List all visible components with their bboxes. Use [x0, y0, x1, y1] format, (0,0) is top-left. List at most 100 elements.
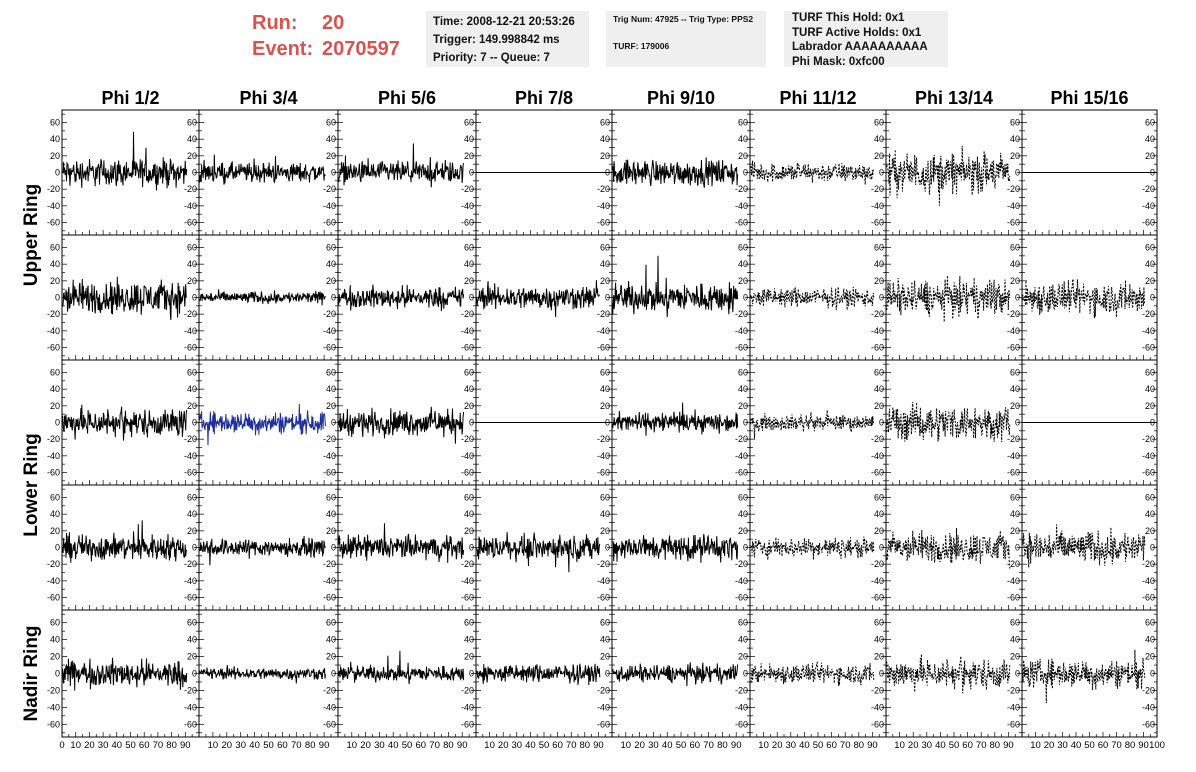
y-tick-label: -60	[184, 343, 197, 353]
column-title: Phi 11/12	[779, 88, 856, 108]
y-tick-label: 20	[738, 276, 748, 286]
y-tick-label: 0	[192, 168, 197, 178]
y-tick-label: 0	[743, 168, 748, 178]
y-tick-label: 60	[50, 618, 60, 628]
y-tick-label: 0	[879, 168, 884, 178]
waveform-trace	[199, 535, 326, 566]
y-tick-label: -40	[597, 326, 610, 336]
y-tick-label: -20	[1142, 685, 1155, 695]
y-tick-label: 60	[738, 368, 748, 378]
y-tick-label: -20	[597, 434, 610, 444]
x-tick-label: 80	[717, 740, 728, 751]
y-tick-label: 40	[738, 134, 748, 144]
y-tick-label: 0	[879, 293, 884, 303]
y-tick-label: 0	[55, 543, 60, 553]
x-tick-label: 40	[799, 740, 810, 751]
y-tick-label: 60	[187, 118, 197, 128]
y-tick-label: 0	[469, 543, 474, 553]
event-row: Event: 2070597	[252, 36, 400, 62]
y-tick-label: -60	[184, 468, 197, 478]
x-tick-label: 10	[70, 740, 81, 751]
x-tick-label: 80	[1125, 740, 1136, 751]
y-tick-label: -40	[597, 702, 610, 712]
y-tick-label: 0	[192, 543, 197, 553]
y-tick-label: -40	[47, 326, 60, 336]
y-tick-label: 60	[187, 243, 197, 253]
y-tick-label: 60	[738, 243, 748, 253]
y-tick-label: 60	[464, 243, 474, 253]
y-tick-label: -20	[871, 559, 884, 569]
y-tick-label: 20	[600, 151, 610, 161]
y-tick-label: 60	[874, 243, 884, 253]
x-tick-label: 30	[786, 740, 797, 751]
y-tick-label: -60	[735, 593, 748, 603]
waveform-trace	[886, 401, 1011, 443]
y-tick-label: 20	[874, 526, 884, 536]
y-tick-label: 20	[187, 526, 197, 536]
run-label: Run:	[252, 12, 298, 34]
y-tick-label: 0	[743, 669, 748, 679]
column-title: Phi 9/10	[647, 88, 715, 108]
y-tick-label: 0	[1015, 293, 1020, 303]
waveform-trace	[338, 284, 465, 312]
y-tick-label: 0	[55, 669, 60, 679]
y-tick-label: -20	[735, 685, 748, 695]
x-tick-label: 40	[525, 740, 536, 751]
y-tick-label: 20	[738, 526, 748, 536]
y-tick-label: -40	[871, 326, 884, 336]
y-tick-label: -20	[184, 434, 197, 444]
x-tick-label: 70	[291, 740, 302, 751]
y-tick-label: 40	[600, 259, 610, 269]
turf-hold-text: TURF This Hold: 0x1	[792, 12, 905, 24]
y-tick-label: -60	[597, 593, 610, 603]
x-tick-label: 10	[758, 740, 769, 751]
column-title: Phi 1/2	[101, 88, 159, 108]
x-tick-label: 30	[922, 740, 933, 751]
x-tick-label: 90	[1003, 740, 1014, 751]
y-tick-label: 40	[50, 509, 60, 519]
run-value: 20	[322, 12, 345, 34]
y-tick-label: 40	[50, 635, 60, 645]
y-tick-label: 60	[1010, 618, 1020, 628]
waveform-trace	[750, 536, 875, 560]
waveform-trace	[338, 523, 465, 563]
y-tick-label: 40	[1145, 134, 1155, 144]
y-tick-label: 0	[743, 293, 748, 303]
y-tick-label: -20	[871, 434, 884, 444]
y-tick-label: -60	[1007, 468, 1020, 478]
y-tick-label: 40	[1145, 259, 1155, 269]
y-tick-label: 20	[874, 652, 884, 662]
y-tick-label: 40	[464, 635, 474, 645]
trig-num-text: Trig Num: 47925 -- Trig Type: PPS2	[613, 14, 754, 24]
y-tick-label: -60	[184, 218, 197, 228]
x-tick-label: 20	[222, 740, 233, 751]
y-tick-label: -20	[184, 559, 197, 569]
x-tick-label: 10	[208, 740, 219, 751]
priority-text: Priority: 7 -- Queue: 7	[433, 52, 550, 64]
y-tick-label: 60	[874, 618, 884, 628]
waveform-trace	[886, 145, 1011, 206]
y-tick-label: 20	[187, 652, 197, 662]
event-label: Event:	[252, 38, 314, 60]
x-tick-label: 60	[962, 740, 973, 751]
y-tick-label: 40	[326, 384, 336, 394]
y-tick-label: 20	[187, 276, 197, 286]
y-tick-label: -20	[323, 559, 336, 569]
waveform-trace	[612, 255, 739, 318]
y-tick-label: 60	[187, 493, 197, 503]
x-tick-label: 60	[690, 740, 701, 751]
y-tick-label: 40	[326, 134, 336, 144]
waveform-trace	[338, 143, 465, 188]
y-tick-label: 0	[469, 669, 474, 679]
y-tick-label: 40	[600, 134, 610, 144]
y-tick-label: -60	[47, 218, 60, 228]
y-tick-label: -20	[1007, 184, 1020, 194]
y-tick-label: -60	[871, 218, 884, 228]
x-tick-label: 50	[949, 740, 960, 751]
y-tick-label: 60	[50, 243, 60, 253]
waveform-trace	[750, 160, 874, 185]
x-tick-label: 50	[676, 740, 687, 751]
y-tick-label: -20	[47, 559, 60, 569]
y-tick-label: -60	[1142, 343, 1155, 353]
y-tick-label: 20	[464, 151, 474, 161]
